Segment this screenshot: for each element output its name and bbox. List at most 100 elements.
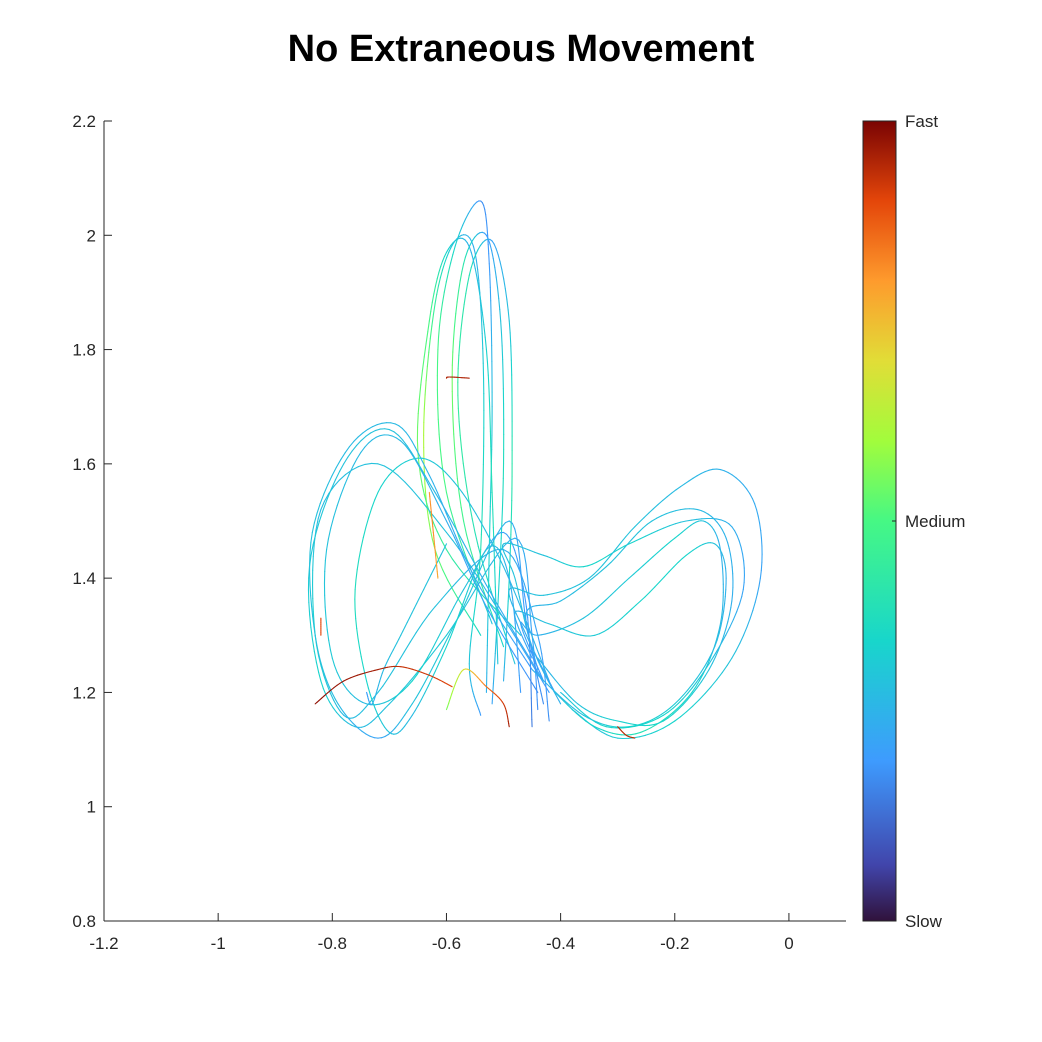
trajectory-segment	[357, 463, 366, 468]
y-tick-label: 2.2	[72, 112, 96, 131]
trajectory-segment	[520, 624, 525, 631]
trajectory-segment	[601, 731, 608, 736]
trajectory-segment	[475, 589, 478, 603]
trajectory-segment	[427, 647, 434, 659]
trajectory-segment	[356, 558, 360, 571]
trajectory-segment	[361, 701, 368, 705]
trajectory-segment	[508, 320, 511, 334]
trajectory-segment	[364, 672, 368, 682]
trajectory-segment	[754, 503, 758, 511]
trajectory-segment	[508, 520, 513, 524]
trajectory-segment	[431, 293, 435, 303]
trajectory-segment	[675, 486, 682, 491]
trajectory-segment	[320, 680, 324, 690]
trajectory-segment	[499, 550, 503, 556]
trajectory-segment	[462, 595, 469, 609]
trajectory-segment	[481, 311, 485, 326]
trajectory-segment	[711, 656, 717, 664]
trajectory-segment	[541, 698, 545, 705]
trajectory-segment	[458, 536, 465, 553]
trajectory-segment	[736, 603, 741, 613]
trajectory-segment	[356, 439, 362, 447]
trajectory-segment	[313, 512, 318, 524]
trajectory-segment	[568, 592, 575, 597]
trajectory-segment	[486, 584, 493, 596]
colorbar: Fast Medium Slow	[862, 112, 965, 931]
trajectory-segment	[428, 310, 432, 322]
trajectory-segment	[328, 639, 331, 651]
trajectory-segment	[512, 639, 520, 650]
trajectory-segment	[710, 679, 718, 688]
trajectory-segment	[528, 650, 532, 656]
trajectory-segment	[361, 706, 367, 712]
trajectory-segment	[536, 669, 542, 677]
trajectory-segment	[592, 719, 599, 723]
trajectory-segment	[749, 609, 754, 620]
trajectory-segment	[442, 569, 449, 581]
trajectory-segment	[382, 678, 389, 687]
trajectory-segment	[485, 220, 488, 229]
trajectory-segment	[505, 564, 509, 572]
trajectory-segment	[479, 241, 484, 247]
trajectory-segment	[570, 565, 576, 568]
trajectory-segment	[447, 579, 454, 591]
trajectory-segment	[668, 720, 676, 726]
trajectory-segment	[511, 543, 517, 546]
trajectory-segment	[686, 705, 694, 713]
trajectory-segment	[418, 497, 427, 508]
trajectory-segment	[555, 695, 560, 702]
trajectory-segment	[442, 546, 446, 551]
trajectory-segment	[491, 250, 494, 260]
trajectory-segment	[472, 259, 476, 269]
trajectory-segment	[437, 336, 440, 351]
trajectory-segment	[721, 552, 724, 557]
trajectory-segment	[453, 325, 456, 340]
trajectory-segment	[663, 525, 671, 529]
trajectory-segment	[408, 714, 413, 720]
trajectory-segment	[559, 684, 566, 692]
trajectory-segment	[695, 675, 702, 683]
trajectory-segment	[625, 530, 631, 538]
trajectory-5	[416, 237, 522, 665]
trajectory-segment	[312, 555, 314, 571]
trajectory-segment	[485, 606, 492, 617]
trajectory-segment	[542, 554, 549, 558]
trajectory-segment	[728, 523, 733, 528]
trajectory-segment	[379, 434, 385, 437]
trajectory-segment	[450, 242, 454, 247]
trajectory-segment	[600, 556, 606, 561]
trajectory-segment	[552, 624, 559, 628]
trajectory-segment	[572, 707, 579, 713]
trajectory-segment	[437, 324, 441, 338]
trajectory-segment	[347, 450, 353, 458]
trajectory-segment	[757, 515, 761, 524]
trajectory-segment	[330, 479, 336, 490]
trajectory-segment	[318, 697, 323, 702]
trajectory-segment	[462, 591, 468, 605]
trajectory-segment	[377, 485, 382, 493]
trajectory-segment	[388, 470, 394, 477]
trajectory-segment	[315, 520, 320, 534]
trajectory-segment	[478, 553, 484, 562]
trajectory-segment	[323, 492, 330, 502]
trajectory-segment	[411, 696, 417, 705]
trajectory-segment	[570, 631, 577, 635]
trajectory-segment	[704, 469, 710, 473]
trajectory-segment	[339, 716, 345, 721]
trajectory-segment	[397, 474, 406, 483]
trajectory-segment	[446, 251, 450, 259]
trajectory-segment	[351, 444, 358, 452]
trajectory-segment	[452, 589, 460, 601]
trajectory-segment	[472, 690, 475, 698]
trajectory-segment	[529, 549, 536, 553]
trajectory-segment	[444, 471, 451, 478]
trajectory-segment	[432, 303, 436, 315]
trajectory-segment	[760, 529, 763, 539]
trajectory-segment	[635, 600, 642, 606]
trajectory-segment	[514, 549, 518, 560]
trajectory-segment	[310, 626, 314, 641]
trajectory-segment	[312, 597, 314, 613]
trajectory-segment	[380, 707, 386, 714]
trajectory-segment	[346, 688, 352, 695]
trajectory-segment	[633, 724, 639, 727]
